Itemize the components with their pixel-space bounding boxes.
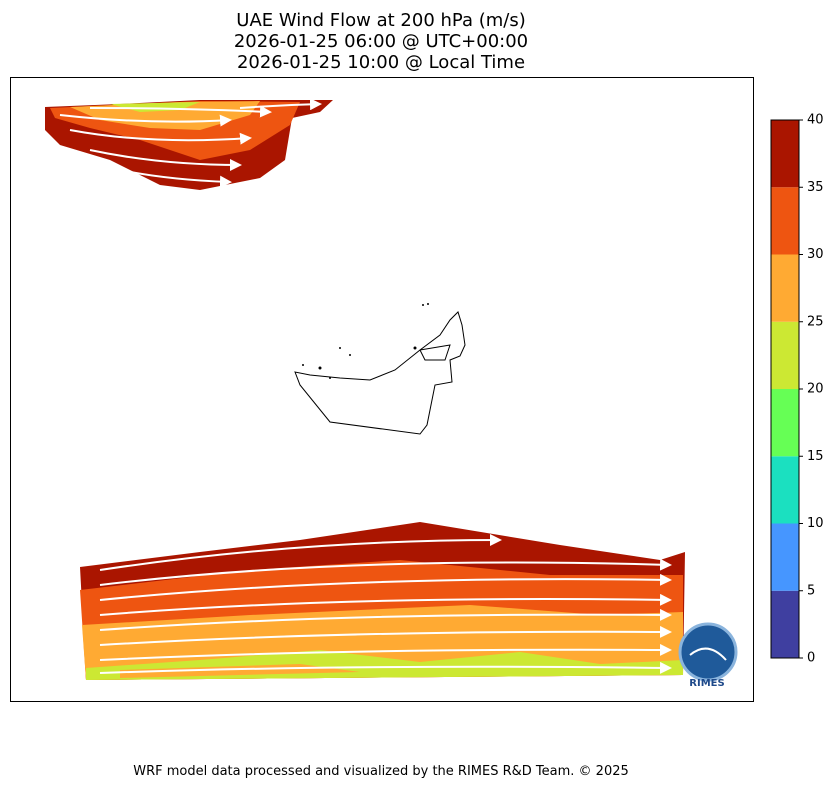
colorbar-segment [771, 254, 799, 322]
logo-text: RIMES [689, 678, 724, 689]
colorbar-tick-label: 10 [807, 516, 824, 531]
wind-swath-top [45, 98, 333, 190]
colorbar-tick-label: 35 [807, 180, 824, 195]
colorbar-tick-label: 25 [807, 314, 824, 329]
colorbar-segment [771, 456, 799, 524]
country-outline [294, 311, 466, 435]
wind-swath-bottom [80, 522, 685, 680]
colorbar-tick-label: 30 [807, 247, 824, 262]
colorbar-segment [771, 523, 799, 591]
colorbar: 0 5 10 15 20 25 30 35 40 [770, 113, 824, 666]
colorbar-segment [771, 120, 799, 188]
colorbar-segment [771, 389, 799, 457]
islands [302, 303, 429, 379]
colorbar-tick-label: 5 [807, 583, 815, 598]
colorbar-tick-label: 40 [807, 113, 824, 128]
title-line: UAE Wind Flow at 200 hPa (m/s) [236, 10, 525, 31]
map: RIMES [10, 77, 754, 702]
colorbar-tick-label: 15 [807, 449, 824, 464]
colorbar-tick-label: 20 [807, 382, 824, 397]
logo: RIMES [678, 622, 738, 689]
footer: WRF model data processed and visualized … [133, 764, 629, 779]
colorbar-segment [771, 321, 799, 389]
title-line: 2026-01-25 06:00 @ UTC+00:00 [234, 31, 528, 52]
colorbar-segment [771, 187, 799, 255]
colorbar-segment [771, 590, 799, 658]
colorbar-tick-label: 0 [807, 651, 815, 666]
title-line: 2026-01-25 10:00 @ Local Time [237, 52, 525, 73]
